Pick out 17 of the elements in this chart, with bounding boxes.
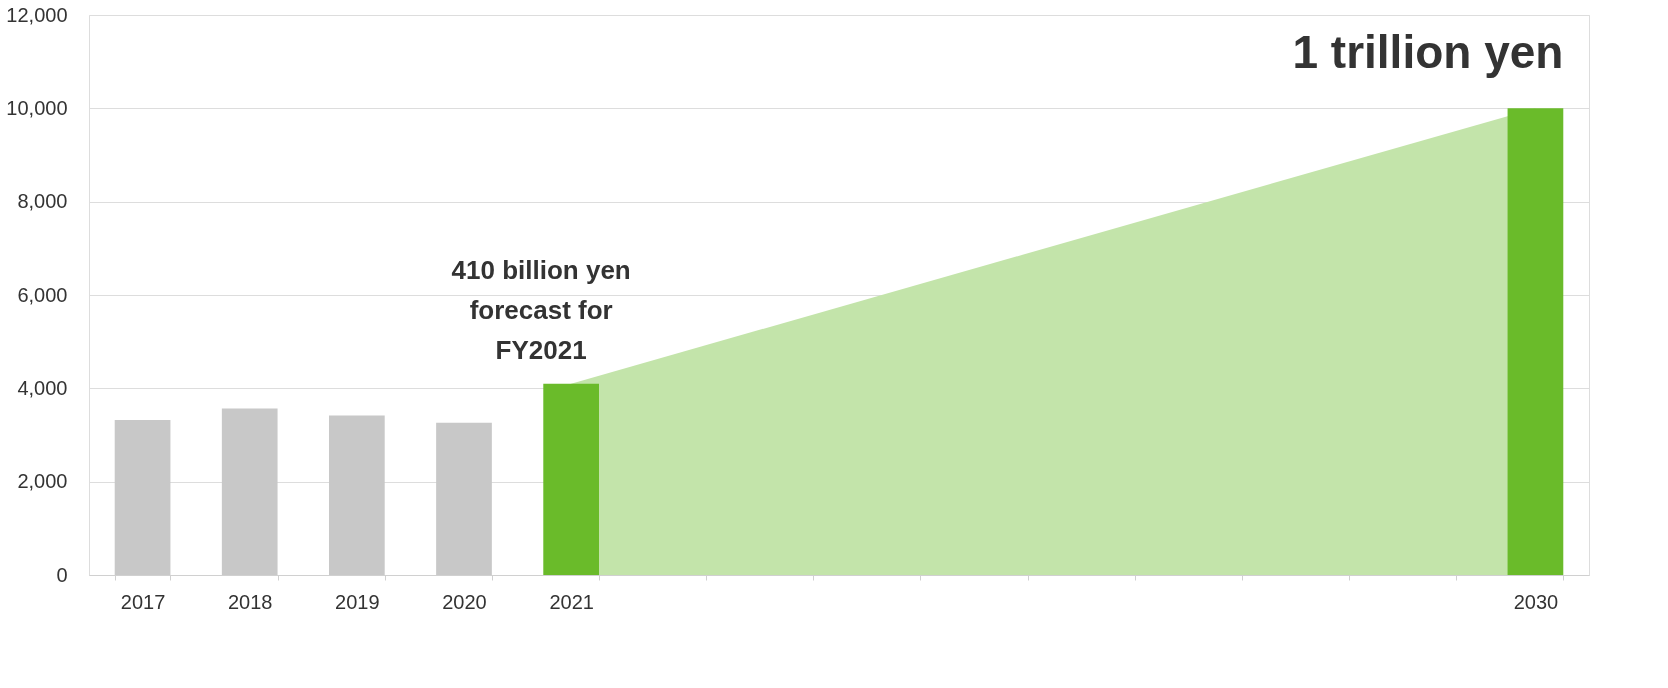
- y-tick-label: 12,000: [6, 3, 68, 26]
- y-tick-label: 6,000: [17, 283, 68, 306]
- annotation: 410 billion yen forecast for FY2021: [451, 254, 631, 365]
- y-tick-label: 10,000: [6, 96, 68, 119]
- y-tick-label: 8,000: [17, 190, 68, 213]
- y-tick-label: 4,000: [17, 376, 68, 399]
- x-tick-label: 2030: [1513, 590, 1559, 613]
- annotation: 1 trillion yen: [1292, 26, 1564, 79]
- bar: [1507, 108, 1564, 575]
- bar: [543, 383, 599, 575]
- x-tick-label: 2017: [120, 590, 166, 613]
- y-tick-label: 2,000: [17, 470, 68, 493]
- x-tick-label: 2021: [549, 590, 594, 613]
- y-tick-label: 0: [56, 563, 68, 586]
- x-tick-label: 2019: [335, 590, 380, 613]
- x-tick-label: 2020: [442, 590, 487, 613]
- x-tick-label: 2018: [227, 590, 273, 613]
